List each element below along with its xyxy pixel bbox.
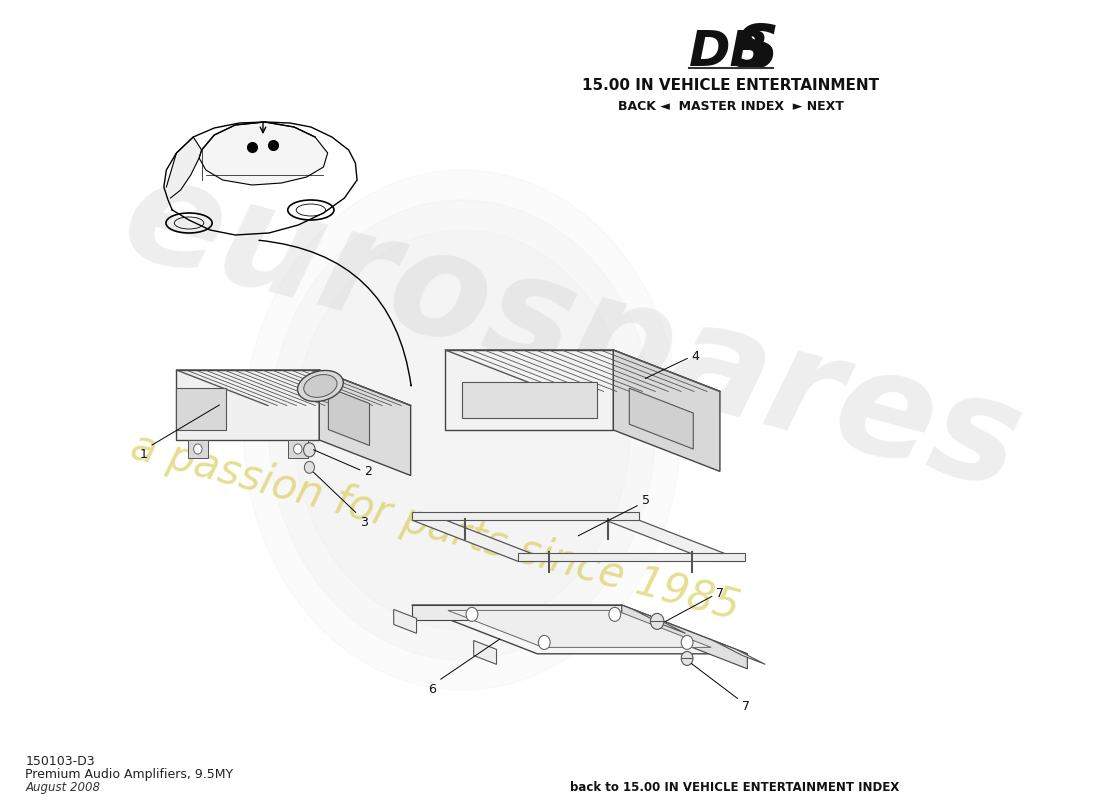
Circle shape [304,443,316,457]
Text: 7: 7 [741,700,750,713]
Text: BACK ◄  MASTER INDEX  ► NEXT: BACK ◄ MASTER INDEX ► NEXT [618,100,844,113]
Polygon shape [188,440,208,458]
Polygon shape [176,387,227,430]
Polygon shape [268,200,656,660]
Polygon shape [199,122,328,185]
Circle shape [294,444,302,454]
Polygon shape [244,170,681,690]
Text: Premium Audio Amplifiers, 9.5MY: Premium Audio Amplifiers, 9.5MY [25,768,233,781]
Polygon shape [713,641,766,664]
Text: 4: 4 [692,350,700,363]
Circle shape [194,444,202,454]
Polygon shape [288,440,308,458]
Circle shape [538,635,550,650]
Circle shape [681,635,693,650]
Text: 5: 5 [641,494,650,507]
Circle shape [681,651,693,666]
Polygon shape [411,605,747,654]
Polygon shape [166,137,201,198]
Polygon shape [329,387,370,446]
Circle shape [305,462,315,474]
Text: back to 15.00 IN VEHICLE ENTERTAINMENT INDEX: back to 15.00 IN VEHICLE ENTERTAINMENT I… [570,781,899,794]
FancyArrowPatch shape [258,240,411,386]
Text: S: S [735,22,779,81]
Polygon shape [605,520,745,562]
Circle shape [650,614,664,630]
Text: 6: 6 [429,682,437,696]
Text: a passion for parts since 1985: a passion for parts since 1985 [126,426,745,629]
Polygon shape [176,370,319,440]
Text: 7: 7 [716,587,724,600]
Circle shape [466,607,477,622]
Polygon shape [319,370,410,475]
Text: August 2008: August 2008 [25,781,100,794]
Polygon shape [634,610,685,634]
Polygon shape [518,554,745,562]
Ellipse shape [297,370,343,402]
Polygon shape [462,382,596,418]
Circle shape [609,607,620,622]
Polygon shape [411,520,552,562]
Polygon shape [621,605,747,669]
Text: 3: 3 [360,516,368,529]
Polygon shape [411,605,621,620]
Text: eurospares: eurospares [109,145,1037,520]
Polygon shape [474,641,496,664]
Polygon shape [176,370,410,406]
Polygon shape [446,350,719,391]
Polygon shape [394,610,417,634]
Text: 15.00 IN VEHICLE ENTERTAINMENT: 15.00 IN VEHICLE ENTERTAINMENT [582,78,880,93]
Text: 1: 1 [140,449,147,462]
Polygon shape [614,350,719,471]
Text: 2: 2 [364,466,372,478]
Ellipse shape [304,374,337,398]
Polygon shape [446,350,614,430]
Polygon shape [411,512,638,520]
Polygon shape [629,388,693,449]
Text: DB: DB [689,28,769,76]
Text: 150103-D3: 150103-D3 [25,755,95,768]
Polygon shape [448,610,711,647]
